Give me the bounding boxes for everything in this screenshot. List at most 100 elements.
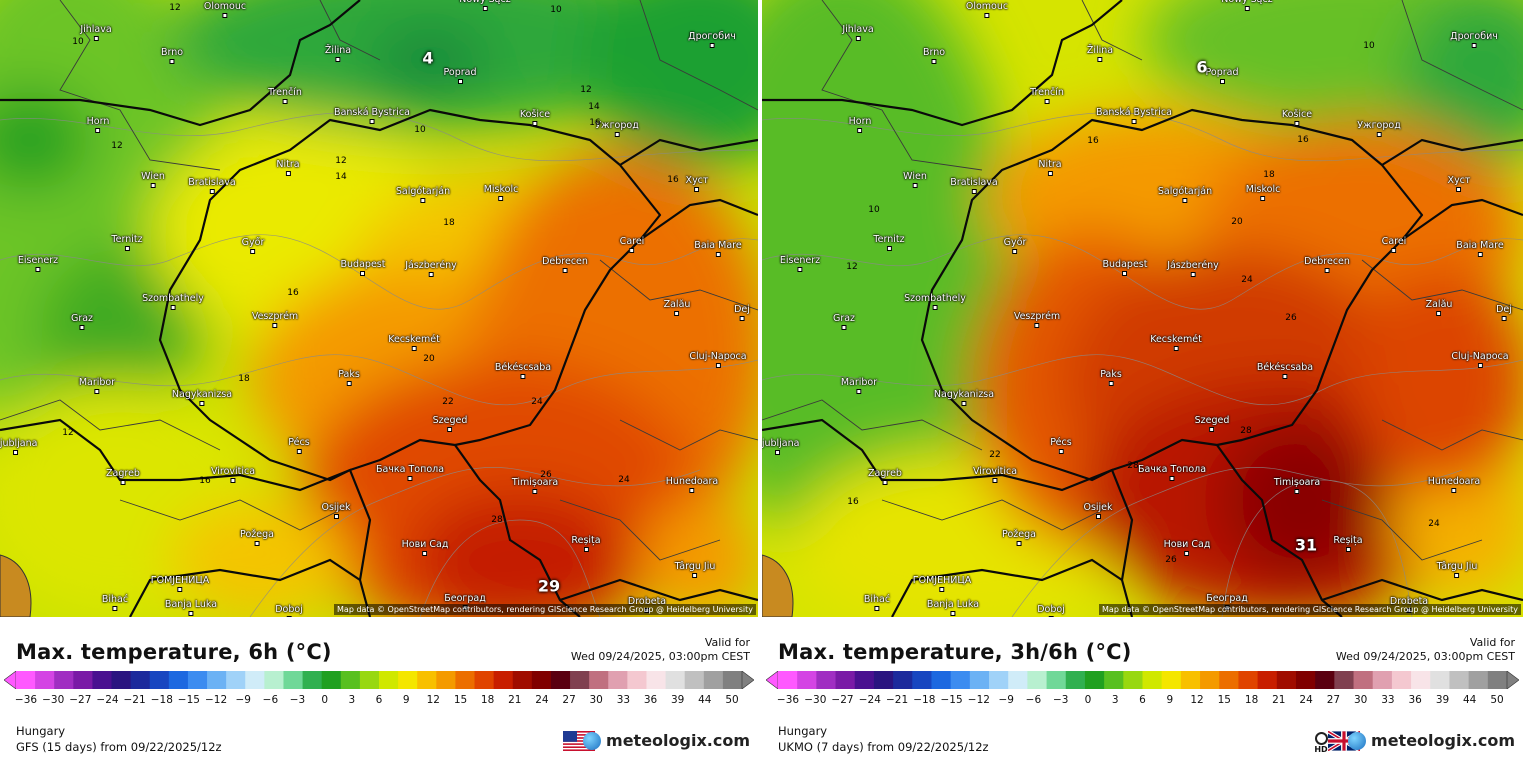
city-label: Trenčín bbox=[268, 87, 302, 98]
isotherm-label: 24 bbox=[1428, 519, 1440, 529]
city-label: Carei bbox=[619, 236, 645, 247]
city-label: Târgu Jiu bbox=[674, 561, 716, 572]
city-label: Bihać bbox=[101, 594, 129, 605]
city-label: Budapest bbox=[1102, 259, 1148, 270]
scale-tick-label: 3 bbox=[348, 694, 356, 706]
scale-swatch bbox=[455, 671, 476, 689]
isotherm-label: 10 bbox=[1363, 41, 1375, 51]
city-label: Zalău bbox=[663, 299, 691, 310]
brand-logo[interactable]: meteologix.com bbox=[583, 731, 750, 750]
scale-swatch bbox=[340, 671, 361, 689]
scale-tick-label: −18 bbox=[913, 694, 936, 706]
globe-icon bbox=[583, 731, 602, 750]
city-label: Jászberény bbox=[405, 260, 457, 271]
scale-swatch bbox=[1449, 671, 1470, 689]
scale-swatch bbox=[1142, 671, 1163, 689]
city-label: Brno bbox=[160, 47, 184, 58]
isotherm-label: 18 bbox=[443, 218, 455, 228]
scale-tick-label: −36 bbox=[776, 694, 800, 706]
scale-swatch bbox=[16, 671, 36, 689]
scale-tick-label: 36 bbox=[643, 694, 658, 706]
isotherm-label: 16 bbox=[1297, 135, 1309, 145]
city-label: Nitra bbox=[276, 159, 300, 170]
scale-tick-label: 15 bbox=[1217, 694, 1231, 706]
scale-swatch bbox=[797, 671, 817, 689]
city-label: Szeged bbox=[1194, 415, 1230, 426]
city-label: Jihlava bbox=[80, 24, 112, 35]
isotherm-label: 22 bbox=[442, 397, 454, 407]
city-label: Бачка Тополa bbox=[1137, 464, 1207, 475]
scale-swatch bbox=[1487, 671, 1508, 689]
scale-min-arrow bbox=[4, 671, 17, 689]
scale-swatch bbox=[493, 671, 514, 689]
scale-swatch bbox=[54, 671, 74, 689]
scale-swatch bbox=[684, 671, 705, 689]
city-label: Szombathely bbox=[142, 293, 204, 304]
hd-icon[interactable]: HD bbox=[1313, 732, 1329, 754]
scale-tick-label: −12 bbox=[205, 694, 228, 706]
temperature-map-ukmo[interactable]: Olomouc Nowy Sącz Jihlava Brno Žilina Poprad Д… bbox=[762, 0, 1523, 617]
temperature-map-gfs[interactable]: Olomouc Nowy Sącz Jihlava Brno Žilina Poprad Д… bbox=[0, 0, 758, 617]
scale-tick-label: 36 bbox=[1408, 694, 1422, 706]
brand-logo[interactable]: meteologix.com bbox=[1348, 731, 1515, 750]
city-label: Дрогобич bbox=[688, 31, 736, 42]
scale-tick-label: 33 bbox=[616, 694, 631, 706]
map-field-ukmo bbox=[762, 0, 1523, 617]
scale-tick-label: 12 bbox=[426, 694, 440, 706]
region-label: Hungary bbox=[778, 724, 828, 738]
scale-swatch bbox=[646, 671, 667, 689]
isotherm-label: 16 bbox=[847, 497, 859, 507]
city-label: Хуст bbox=[685, 175, 709, 186]
valid-date: Wed 09/24/2025, 03:00pm CEST bbox=[1335, 650, 1515, 663]
city-label: Ужгород bbox=[595, 120, 639, 131]
scale-tick-label: 18 bbox=[480, 694, 495, 706]
scale-swatch bbox=[1315, 671, 1335, 689]
scale-max-arrow bbox=[741, 671, 754, 689]
city-label: Kecskemét bbox=[388, 334, 440, 345]
scale-swatch bbox=[1430, 671, 1450, 689]
city-label: Hunedoara bbox=[665, 476, 719, 487]
city-label: Ljubljana bbox=[762, 438, 799, 449]
city-label: Doboj bbox=[275, 604, 303, 615]
city-label: Reșița bbox=[1333, 535, 1363, 546]
scale-swatch bbox=[1353, 671, 1374, 689]
scale-tick-label: 44 bbox=[1463, 694, 1477, 706]
isotherm-label: 22 bbox=[989, 450, 1001, 460]
map-attribution[interactable]: Map data © OpenStreetMap contributors, r… bbox=[334, 604, 756, 615]
scale-swatch bbox=[226, 671, 246, 689]
isotherm-label: 24 bbox=[531, 397, 543, 407]
city-label: Osijek bbox=[1083, 502, 1113, 513]
scale-swatch bbox=[1276, 671, 1297, 689]
isotherm-label: 10 bbox=[550, 5, 562, 15]
city-label: Doboj bbox=[1037, 604, 1065, 615]
scale-tick-label: −9 bbox=[998, 694, 1014, 706]
city-label: Veszprém bbox=[1013, 311, 1061, 322]
scale-tick-label: 27 bbox=[1326, 694, 1341, 706]
extreme-value-label: 31 bbox=[1294, 535, 1318, 555]
city-label: Ужгород bbox=[1357, 120, 1401, 131]
scale-swatch bbox=[1295, 671, 1316, 689]
isotherm-label: 12 bbox=[335, 156, 347, 166]
scale-swatch bbox=[207, 671, 227, 689]
city-label: Београд bbox=[444, 593, 486, 604]
city-label: Graz bbox=[70, 313, 94, 324]
city-label: Nowy Sącz bbox=[1221, 0, 1272, 5]
map-attribution[interactable]: Map data © OpenStreetMap contributors, r… bbox=[1099, 604, 1521, 615]
scale-swatch bbox=[931, 671, 952, 689]
scale-swatch bbox=[130, 671, 151, 689]
scale-swatch bbox=[1104, 671, 1124, 689]
scale-swatch bbox=[1257, 671, 1278, 689]
city-label: Maribor bbox=[78, 377, 116, 388]
scale-swatch bbox=[321, 671, 342, 689]
scale-tick-label: −6 bbox=[262, 694, 279, 706]
scale-swatch bbox=[359, 671, 380, 689]
isotherm-label: 26 bbox=[1285, 313, 1297, 323]
city-label: Нови Сад bbox=[1163, 539, 1211, 550]
city-label: Wien bbox=[903, 171, 927, 182]
scale-tick-label: 24 bbox=[1299, 694, 1313, 706]
isotherm-label: 28 bbox=[1240, 426, 1252, 436]
scale-swatch bbox=[302, 671, 323, 689]
city-label: Ljubljana bbox=[0, 438, 37, 449]
scale-tick-label: 30 bbox=[1354, 694, 1368, 706]
scale-swatch bbox=[111, 671, 132, 689]
